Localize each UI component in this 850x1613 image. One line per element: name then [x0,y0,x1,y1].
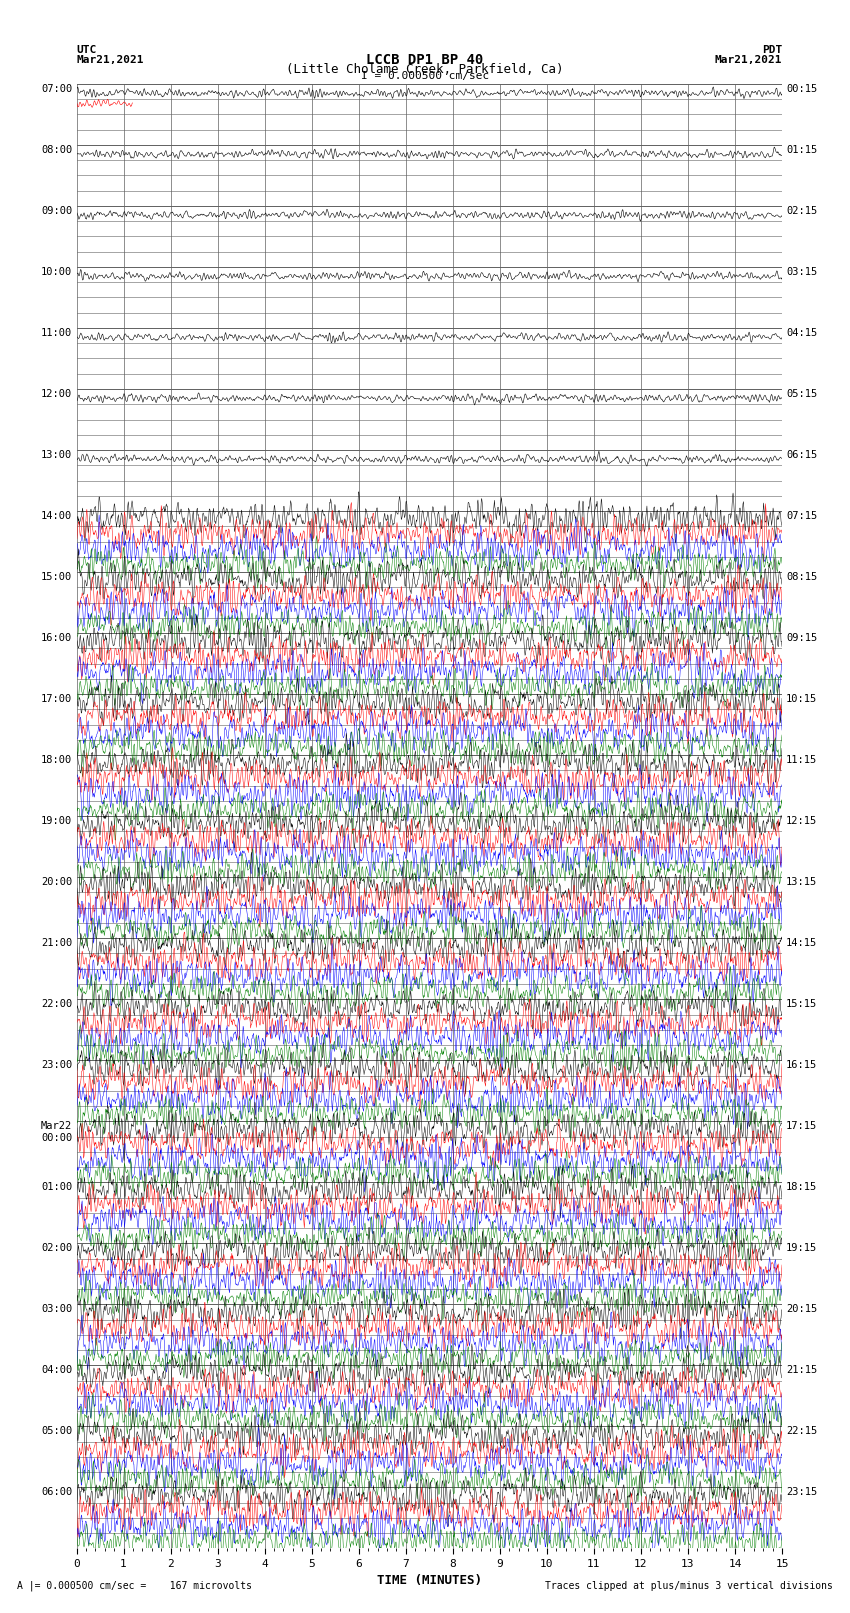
Text: UTC: UTC [76,45,97,55]
Text: A |= 0.000500 cm/sec =    167 microvolts: A |= 0.000500 cm/sec = 167 microvolts [17,1581,252,1592]
Text: PDT: PDT [762,45,782,55]
Text: Mar21,2021: Mar21,2021 [76,55,144,65]
Text: I = 0.000500 cm/sec: I = 0.000500 cm/sec [361,71,489,81]
Text: (Little Cholame Creek, Parkfield, Ca): (Little Cholame Creek, Parkfield, Ca) [286,63,564,76]
X-axis label: TIME (MINUTES): TIME (MINUTES) [377,1574,482,1587]
Text: Traces clipped at plus/minus 3 vertical divisions: Traces clipped at plus/minus 3 vertical … [545,1581,833,1590]
Text: LCCB DP1 BP 40: LCCB DP1 BP 40 [366,53,484,68]
Text: Mar21,2021: Mar21,2021 [715,55,782,65]
